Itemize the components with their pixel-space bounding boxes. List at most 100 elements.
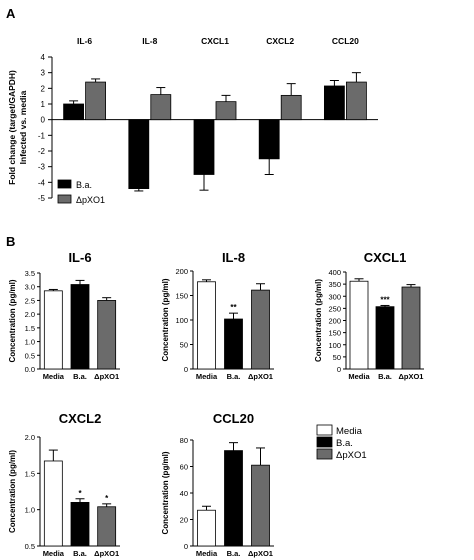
y-tick-label: 1.0 <box>25 338 35 347</box>
y-tick-label: 100 <box>328 341 341 350</box>
y-tick-label: 350 <box>328 280 341 289</box>
y-tick-label: 150 <box>328 329 341 338</box>
x-tick-label: B.a. <box>73 549 87 558</box>
bar <box>224 450 243 547</box>
bar <box>70 284 90 370</box>
group-label: CXCL1 <box>201 36 229 46</box>
y-axis-label: Concentration (pg/ml) <box>161 278 170 361</box>
y-tick-label: 0.5 <box>25 542 35 551</box>
chart-area: -5 -4 -3 -2 -1 0 1 2 3 4 Fold change (target/GAPDH… <box>7 36 424 558</box>
bar <box>401 286 421 370</box>
legend-label: Media <box>336 426 363 437</box>
chart-cxcl1: CXCL1 0 50 100 150 200 250 300 350 400 Concentrati… <box>314 250 424 381</box>
significance-label: * <box>78 489 82 498</box>
x-tick-label: ΔpXO1 <box>248 372 273 381</box>
x-tick-label: ΔpXO1 <box>248 549 273 558</box>
y-axis-label: Concentration (pg/ml) <box>8 279 17 362</box>
y-tick-label: 0 <box>184 365 188 374</box>
legend-swatch <box>316 424 333 436</box>
y-tick-label: -4 <box>38 178 46 187</box>
legend-label: ΔpXO1 <box>76 195 105 205</box>
significance-label: *** <box>380 295 390 304</box>
y-tick-label: 0 <box>184 542 188 551</box>
y-tick-label: 2.0 <box>25 433 35 442</box>
y-tick-label: 3 <box>41 69 46 78</box>
chart-il-8: IL-8 0 50 100 150 200 Concentration (pg/ml) Med… <box>161 250 274 381</box>
x-tick-label: B.a. <box>73 372 87 381</box>
y-tick-label: 80 <box>180 436 188 445</box>
legend-swatch <box>316 448 333 460</box>
group-label: IL-6 <box>77 36 92 46</box>
y-tick-label: 40 <box>180 489 188 498</box>
y-tick-label: 3.0 <box>25 283 35 292</box>
bar <box>128 119 150 189</box>
y-tick-label: -5 <box>38 194 46 203</box>
group-label: IL-8 <box>142 36 157 46</box>
chart-title: CCL20 <box>213 411 254 426</box>
y-tick-label: 1 <box>41 100 46 109</box>
y-tick-label: 150 <box>175 292 188 301</box>
bar <box>193 119 215 175</box>
legend-swatch <box>316 436 333 448</box>
legend-swatch <box>57 179 72 189</box>
bar <box>375 306 395 370</box>
bar <box>97 506 117 547</box>
y-tick-label: 0.5 <box>25 351 35 360</box>
significance-label: * <box>105 494 109 503</box>
x-tick-label: ΔpXO1 <box>399 372 424 381</box>
y-axis-label: Concentration (pg/ml) <box>314 279 323 362</box>
y-tick-label: 2.5 <box>25 296 35 305</box>
y-tick-label: 60 <box>180 463 188 472</box>
x-tick-label: B.a. <box>227 549 241 558</box>
legend-swatch <box>57 194 72 204</box>
bar <box>251 464 270 547</box>
y-tick-label: 100 <box>175 316 188 325</box>
x-tick-label: Media <box>196 549 218 558</box>
y-axis-label: Fold change (target/GAPDH) <box>7 70 17 185</box>
bar <box>70 501 90 547</box>
bar <box>280 94 302 121</box>
y-tick-label: 300 <box>328 292 341 301</box>
y-tick-label: 50 <box>180 341 188 350</box>
y-tick-label: 1.0 <box>25 506 35 515</box>
x-tick-label: ΔpXO1 <box>94 372 119 381</box>
y-tick-label: 20 <box>180 516 188 525</box>
panel-label-b: B <box>6 234 15 249</box>
y-tick-label: 1.5 <box>25 324 35 333</box>
y-tick-label: -2 <box>38 147 46 156</box>
y-axis-label: Concentration (pg/ml) <box>8 450 17 533</box>
y-tick-label: 0 <box>41 116 46 125</box>
group-label: CCL20 <box>332 36 359 46</box>
bar <box>323 85 345 121</box>
bar <box>63 103 84 121</box>
panel-label-a: A <box>6 6 16 21</box>
bar <box>197 281 216 370</box>
legend-label: B.a. <box>336 438 353 449</box>
y-tick-label: 2.0 <box>25 310 35 319</box>
chart-title: IL-6 <box>68 250 91 265</box>
y-tick-label: 250 <box>328 304 341 313</box>
chart-il-6: IL-6 0.0 0.5 1.0 1.5 2.0 2.5 3.0 3.5 Concentratio… <box>8 250 120 381</box>
y-tick-label: 0 <box>337 365 341 374</box>
x-tick-label: Media <box>348 372 370 381</box>
group-label: CXCL2 <box>266 36 294 46</box>
bar <box>224 318 243 370</box>
legend-label: ΔpXO1 <box>336 450 367 461</box>
bar <box>85 81 106 121</box>
y-tick-label: 400 <box>328 268 341 277</box>
bar <box>258 119 280 160</box>
bar <box>251 289 270 370</box>
chart-ccl20: CCL20 0 20 40 60 80 Concentration (pg/ml) Media… <box>161 411 274 558</box>
legend-label: B.a. <box>76 180 92 190</box>
x-tick-label: B.a. <box>378 372 392 381</box>
chart-title: CXCL1 <box>364 250 407 265</box>
bar <box>349 280 369 370</box>
chart-cxcl2: CXCL2 0.5 1.0 1.5 2.0 Concentration (pg/ml) Me… <box>8 411 120 558</box>
y-tick-label: -3 <box>38 163 46 172</box>
bar <box>197 509 216 547</box>
y-tick-label: 4 <box>41 53 46 62</box>
y-tick-label: 50 <box>333 353 341 362</box>
x-tick-label: ΔpXO1 <box>94 549 119 558</box>
